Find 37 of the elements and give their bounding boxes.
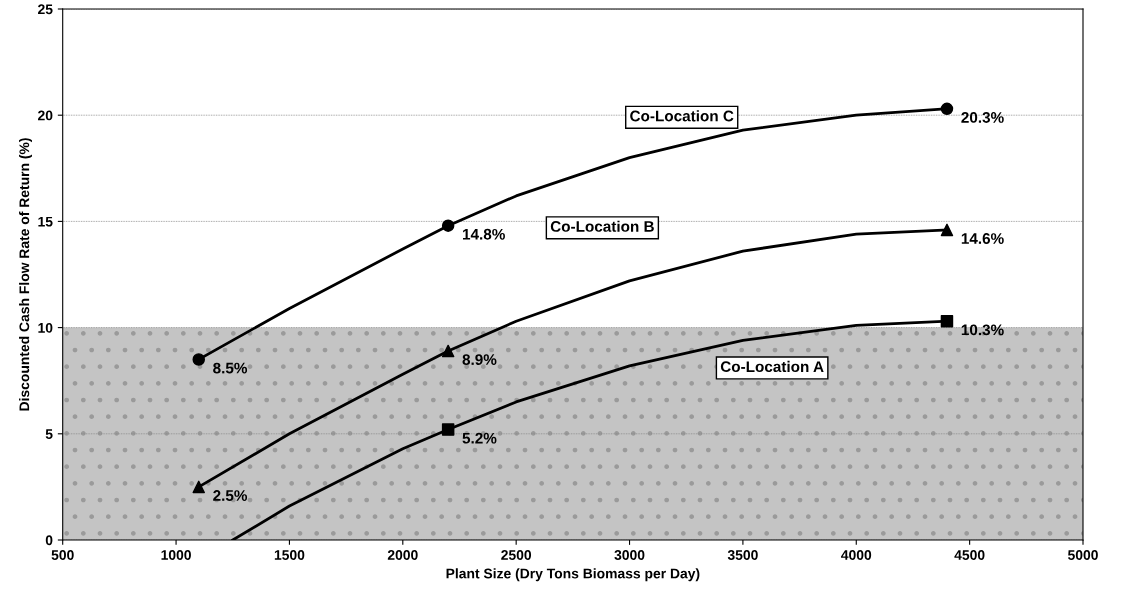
x-tick-label: 500 (51, 550, 74, 560)
point (441, 219, 455, 232)
y-tick-label: 25 (38, 4, 53, 15)
data-label: 14.6% (961, 233, 1004, 244)
x-axis-title: Plant Size (Dry Tons Biomass per Day) (446, 568, 700, 582)
y-tick-label: 10 (38, 322, 53, 333)
x-tick-label: 5000 (1067, 550, 1098, 560)
text: Co-Location C (630, 110, 734, 122)
x-tick-label: 1500 (274, 550, 305, 560)
point (192, 480, 205, 494)
data-label: 14.8% (463, 228, 505, 240)
y-tick-label: 20 (38, 110, 53, 121)
data-label: 10.3% (961, 324, 1004, 336)
data-label: 8.5% (213, 362, 248, 374)
data-label: 20.3% (961, 112, 1004, 123)
x-tick-label: 4000 (841, 550, 872, 560)
y-tick-label: 0 (45, 535, 53, 546)
point (441, 344, 455, 358)
data-label: 5.2% (462, 432, 497, 444)
x-tick-label: 3500 (727, 550, 758, 560)
x-tick-label: 4500 (954, 550, 985, 560)
text: Co-Location A (720, 360, 824, 373)
point (940, 314, 954, 328)
data-label: 8.9% (462, 354, 497, 365)
x-tick-label: 2000 (387, 550, 418, 560)
x-tick-label: 1000 (161, 550, 191, 560)
point (192, 353, 205, 366)
y-axis-title: Discounted Cash Flow Rate of Return (%) (19, 138, 32, 411)
point (940, 223, 954, 237)
x-tick-label: 2500 (501, 550, 532, 560)
point (441, 423, 455, 436)
point (940, 102, 954, 116)
x-tick-label: 3000 (614, 550, 645, 560)
y-tick-label: 5 (45, 429, 53, 439)
data-label: 2.5% (213, 490, 248, 501)
y-tick-label: 15 (38, 216, 53, 227)
text: Co-Location B (550, 220, 654, 232)
